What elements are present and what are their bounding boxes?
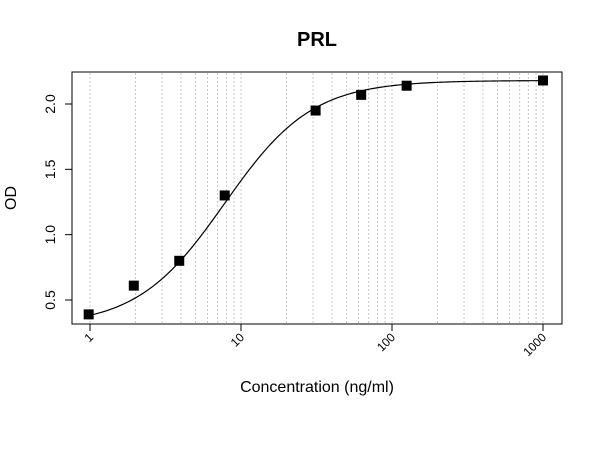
- y-tick-label: 0.5: [42, 290, 58, 310]
- data-point: [128, 280, 139, 291]
- x-axis: 1 10 100 1000: [81, 324, 549, 359]
- data-point: [538, 75, 548, 86]
- fit-curve: [87, 80, 544, 317]
- x-tick-label: 100: [374, 330, 398, 354]
- data-points: [83, 75, 548, 320]
- x-axis-label: Concentration (ng/ml): [240, 379, 394, 396]
- data-point: [219, 190, 230, 201]
- data-point: [401, 80, 412, 91]
- y-axis-label: OD: [3, 186, 20, 210]
- data-point: [83, 309, 94, 320]
- x-tick-label: 10: [228, 330, 248, 350]
- y-tick-label: 1.5: [42, 159, 58, 179]
- data-point: [356, 89, 367, 100]
- y-tick-label: 1.0: [42, 225, 58, 245]
- fit-curve-group: [87, 80, 544, 317]
- x-tick-label: 1000: [520, 330, 549, 359]
- y-axis: 0.5 1.0 1.5 2.0: [42, 94, 72, 310]
- x-tick-label: 1: [81, 330, 96, 345]
- plot-frame: [71, 71, 563, 325]
- data-point: [174, 255, 185, 266]
- data-point: [310, 105, 321, 116]
- y-tick-label: 2.0: [42, 94, 58, 114]
- chart-title: PRL: [297, 29, 337, 51]
